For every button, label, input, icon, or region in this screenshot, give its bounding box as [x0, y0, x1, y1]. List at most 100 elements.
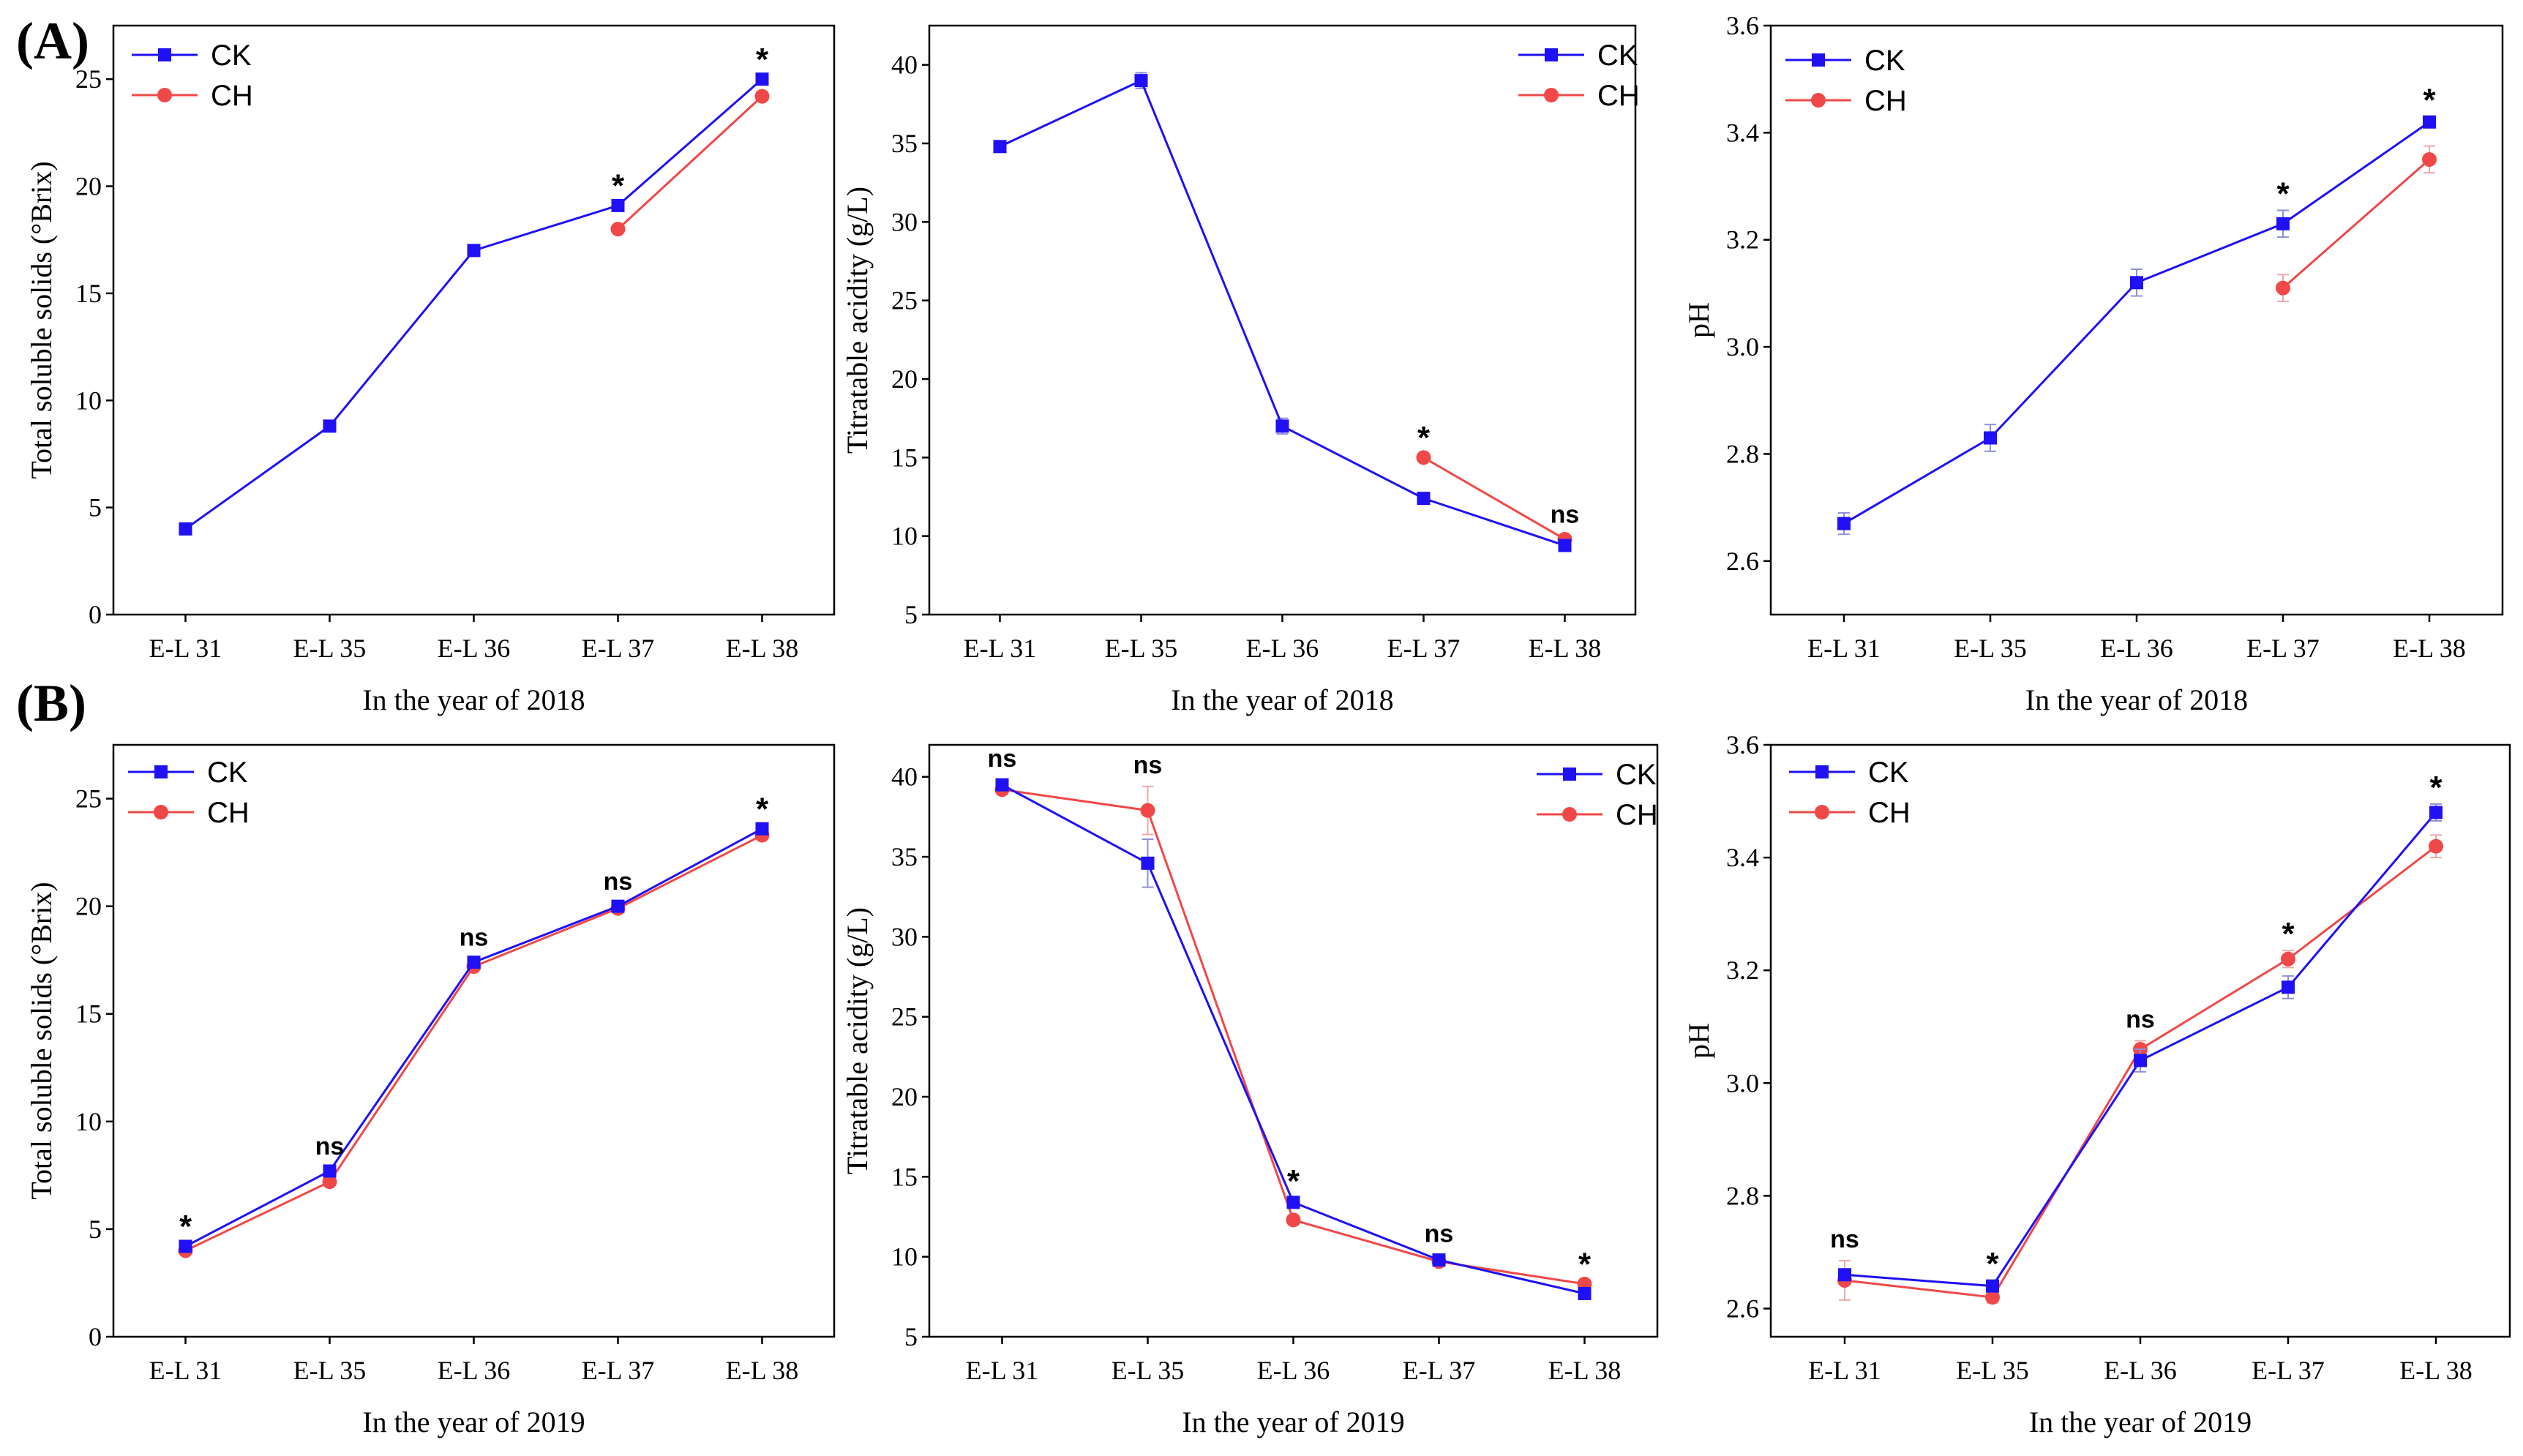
legend-label-ch: CH	[211, 80, 253, 112]
point-ch	[610, 222, 626, 237]
point-ck	[1578, 1286, 1592, 1300]
y-tick-label: 35	[891, 129, 918, 158]
y-tick-label: 3.2	[1726, 225, 1759, 255]
y-axis-title: Titratable acidity (g/L)	[841, 907, 874, 1174]
y-tick-label: 25	[75, 784, 102, 814]
point-ck	[1275, 419, 1289, 433]
point-ck	[1432, 1253, 1446, 1267]
panel-label-b: (B)	[16, 674, 86, 732]
significance-ns: ns	[1551, 501, 1580, 529]
x-tick-label: E-L 31	[149, 634, 222, 663]
x-tick-label: E-L 35	[1954, 634, 2027, 663]
y-tick-label: 5	[904, 1322, 918, 1351]
legend-marker-ch	[1811, 93, 1826, 108]
chart-1: 0 5 10 15 20 25 E-L 31 E-L 35 E-L 36 E-L 37 E-L 38…	[25, 24, 836, 716]
y-tick-label: 10	[891, 1242, 918, 1272]
point-ch	[1140, 803, 1155, 818]
point-ch	[322, 1174, 337, 1190]
significance-ns: ns	[1133, 751, 1163, 779]
legend-label-ck: CK	[1864, 45, 1905, 77]
legend-label-ck: CK	[207, 757, 248, 789]
legend-marker-ch	[154, 805, 168, 819]
y-tick-label: 2.8	[1726, 439, 1759, 468]
x-tick-label: E-L 31	[1807, 634, 1881, 663]
y-tick-label: 2.6	[1726, 1294, 1759, 1323]
y-tick-label: 5	[904, 600, 918, 629]
significance-star: *	[2429, 770, 2443, 806]
legend-marker-ck	[1545, 48, 1558, 61]
legend-marker-ch	[157, 88, 172, 102]
x-tick-label: E-L 31	[966, 1356, 1039, 1385]
point-ck	[1134, 74, 1148, 88]
y-tick-label: 25	[75, 64, 102, 94]
y-tick-label: 20	[75, 892, 102, 921]
legend-marker-ck	[1563, 768, 1576, 781]
significance-star: *	[1986, 1246, 1999, 1282]
x-tick-label: E-L 36	[1257, 1356, 1330, 1385]
x-tick-label: E-L 35	[1111, 1356, 1185, 1385]
legend-label-ck: CK	[1597, 40, 1638, 72]
chart-6: 2.6 2.8 3.0 3.2 3.4 3.6 E-L 31 E-L 35 E-L 36 E-L …	[1682, 730, 2511, 1438]
x-tick-label: E-L 38	[726, 634, 799, 663]
point-ch	[2422, 151, 2437, 167]
y-tick-label: 3.0	[1726, 1068, 1759, 1097]
legend-marker-ck	[154, 765, 168, 778]
significance-star: *	[1287, 1163, 1300, 1199]
point-ch	[754, 89, 770, 104]
y-tick-label: 0	[89, 1322, 102, 1351]
y-tick-label: 3.4	[1726, 118, 1759, 147]
significance-star: *	[1417, 420, 1431, 456]
x-tick-label: E-L 37	[2252, 1356, 2325, 1385]
significance-star: *	[2282, 916, 2295, 952]
y-tick-label: 20	[75, 172, 102, 201]
significance-star: *	[1578, 1246, 1592, 1282]
legend-marker-ck	[158, 48, 171, 61]
significance-star: *	[179, 1209, 192, 1245]
series-line-ck	[184, 78, 763, 530]
x-tick-label: E-L 31	[149, 1356, 222, 1385]
point-ch	[1416, 450, 1431, 465]
y-axis-title: Total soluble solids (°Brix)	[25, 161, 58, 479]
plot-frame	[928, 24, 1637, 616]
y-tick-label: 25	[891, 1002, 918, 1032]
x-tick-label: E-L 38	[1529, 634, 1602, 663]
x-tick-label: E-L 37	[2246, 634, 2320, 663]
y-tick-label: 30	[891, 922, 918, 951]
legend-label-ch: CH	[1864, 85, 1907, 117]
y-axis-title: Total soluble solids (°Brix)	[25, 882, 58, 1199]
y-tick-label: 10	[75, 386, 102, 415]
point-ck	[467, 244, 481, 258]
y-tick-label: 0	[89, 600, 102, 629]
legend-label-ck: CK	[1616, 759, 1657, 791]
significance-star: *	[756, 42, 769, 78]
y-tick-label: 2.6	[1726, 547, 1759, 576]
panel-label-a: (A)	[16, 12, 89, 70]
point-ck	[993, 140, 1007, 154]
legend-label-ck: CK	[211, 40, 252, 72]
chart-2: 5 10 15 20 25 30 35 40 E-L 31 E-L 35 E-L 36 E-L 37 E…	[841, 24, 1640, 716]
y-tick-label: 10	[891, 522, 918, 551]
x-tick-label: E-L 38	[1548, 1356, 1622, 1385]
x-tick-label: E-L 37	[1387, 634, 1461, 663]
y-tick-label: 15	[891, 443, 918, 472]
legend-label-ch: CH	[1597, 80, 1640, 112]
point-ck	[467, 956, 481, 969]
point-ch	[1985, 1290, 2000, 1305]
significance-ns: ns	[2126, 1006, 2155, 1034]
significance-star: *	[612, 168, 625, 204]
point-ck	[995, 778, 1009, 792]
point-ck	[1558, 539, 1572, 552]
point-ck	[1417, 492, 1431, 506]
y-tick-label: 5	[89, 1215, 102, 1244]
y-tick-label: 3.0	[1726, 332, 1759, 361]
series-line-ch	[184, 834, 763, 1252]
significance-star: *	[2276, 176, 2290, 211]
x-tick-label: E-L 37	[582, 634, 655, 663]
y-tick-label: 35	[891, 842, 918, 871]
legend-marker-ck	[1815, 765, 1829, 778]
legend-label-ch: CH	[1616, 799, 1658, 831]
point-ck	[1837, 517, 1851, 530]
point-ck	[611, 198, 625, 212]
x-axis-title: In the year of 2019	[1182, 1406, 1404, 1438]
